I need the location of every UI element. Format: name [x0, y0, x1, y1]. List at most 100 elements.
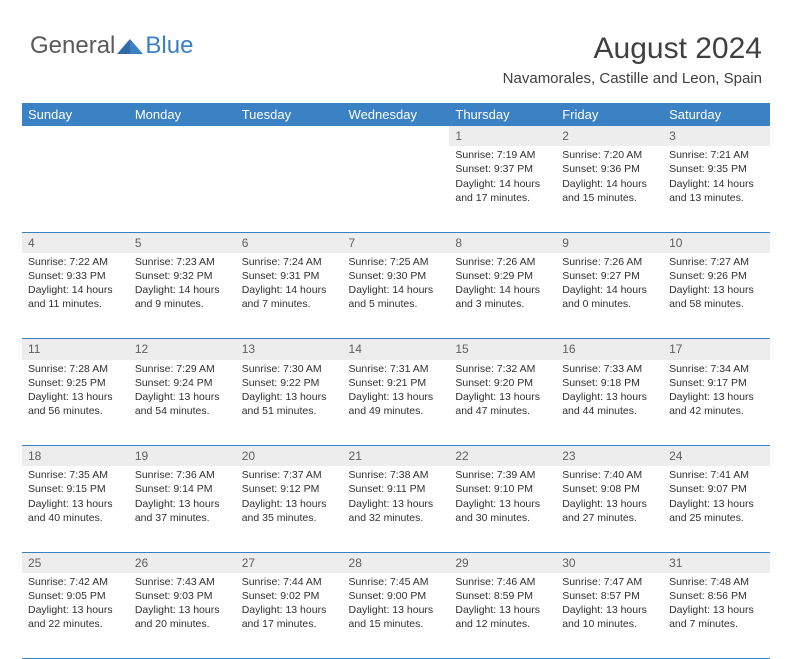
day-number: 13 [236, 339, 343, 359]
daylight-line: Daylight: 13 hours and 40 minutes. [28, 497, 123, 525]
sunrise-line: Sunrise: 7:20 AM [562, 148, 657, 162]
sunset-line: Sunset: 9:18 PM [562, 376, 657, 390]
logo-text-general: General [30, 32, 115, 60]
logo: General Blue [30, 32, 193, 60]
daylight-line: Daylight: 13 hours and 12 minutes. [455, 603, 550, 631]
sunrise-line: Sunrise: 7:45 AM [349, 575, 444, 589]
daylight-line: Daylight: 13 hours and 25 minutes. [669, 497, 764, 525]
sunrise-line: Sunrise: 7:43 AM [135, 575, 230, 589]
sunrise-line: Sunrise: 7:35 AM [28, 468, 123, 482]
sunset-line: Sunset: 9:02 PM [242, 589, 337, 603]
sunset-line: Sunset: 9:30 PM [349, 269, 444, 283]
day-number: 24 [663, 446, 770, 466]
calendar-cell: Sunrise: 7:36 AMSunset: 9:14 PMDaylight:… [129, 466, 236, 552]
calendar-cell: Sunrise: 7:20 AMSunset: 9:36 PMDaylight:… [556, 146, 663, 232]
calendar-cell: Sunrise: 7:28 AMSunset: 9:25 PMDaylight:… [22, 360, 129, 446]
weekday-header: Thursday [449, 103, 556, 126]
sunset-line: Sunset: 9:29 PM [455, 269, 550, 283]
calendar-cell: Sunrise: 7:25 AMSunset: 9:30 PMDaylight:… [343, 253, 450, 339]
sunrise-line: Sunrise: 7:47 AM [562, 575, 657, 589]
day-number: 29 [449, 553, 556, 573]
daylight-line: Daylight: 13 hours and 20 minutes. [135, 603, 230, 631]
sunrise-line: Sunrise: 7:30 AM [242, 362, 337, 376]
sunrise-line: Sunrise: 7:37 AM [242, 468, 337, 482]
sunrise-line: Sunrise: 7:21 AM [669, 148, 764, 162]
sunrise-line: Sunrise: 7:19 AM [455, 148, 550, 162]
sunrise-line: Sunrise: 7:40 AM [562, 468, 657, 482]
day-number: 23 [556, 446, 663, 466]
sunrise-line: Sunrise: 7:26 AM [562, 255, 657, 269]
calendar-cell: Sunrise: 7:24 AMSunset: 9:31 PMDaylight:… [236, 253, 343, 339]
sunset-line: Sunset: 9:08 PM [562, 482, 657, 496]
sunset-line: Sunset: 9:26 PM [669, 269, 764, 283]
daylight-line: Daylight: 14 hours and 0 minutes. [562, 283, 657, 311]
sunrise-line: Sunrise: 7:26 AM [455, 255, 550, 269]
sunset-line: Sunset: 9:25 PM [28, 376, 123, 390]
day-number: 28 [343, 553, 450, 573]
sunset-line: Sunset: 9:07 PM [669, 482, 764, 496]
day-number: 1 [449, 126, 556, 146]
sunset-line: Sunset: 8:56 PM [669, 589, 764, 603]
daylight-line: Daylight: 13 hours and 56 minutes. [28, 390, 123, 418]
calendar-cell: Sunrise: 7:43 AMSunset: 9:03 PMDaylight:… [129, 573, 236, 659]
calendar-cell: Sunrise: 7:38 AMSunset: 9:11 PMDaylight:… [343, 466, 450, 552]
day-number: 4 [22, 233, 129, 253]
sunset-line: Sunset: 8:57 PM [562, 589, 657, 603]
weekday-header: Wednesday [343, 103, 450, 126]
sunset-line: Sunset: 9:35 PM [669, 162, 764, 176]
daylight-line: Daylight: 13 hours and 44 minutes. [562, 390, 657, 418]
daylight-line: Daylight: 13 hours and 22 minutes. [28, 603, 123, 631]
sunrise-line: Sunrise: 7:24 AM [242, 255, 337, 269]
sunset-line: Sunset: 9:10 PM [455, 482, 550, 496]
daylight-line: Daylight: 13 hours and 7 minutes. [669, 603, 764, 631]
sunset-line: Sunset: 9:14 PM [135, 482, 230, 496]
day-number: 25 [22, 553, 129, 573]
daylight-line: Daylight: 13 hours and 58 minutes. [669, 283, 764, 311]
logo-triangle-icon [117, 37, 143, 55]
sunset-line: Sunset: 9:33 PM [28, 269, 123, 283]
sunset-line: Sunset: 9:27 PM [562, 269, 657, 283]
sunset-line: Sunset: 9:24 PM [135, 376, 230, 390]
calendar-cell: Sunrise: 7:42 AMSunset: 9:05 PMDaylight:… [22, 573, 129, 659]
sunset-line: Sunset: 9:12 PM [242, 482, 337, 496]
daylight-line: Daylight: 14 hours and 17 minutes. [455, 177, 550, 205]
sunrise-line: Sunrise: 7:29 AM [135, 362, 230, 376]
calendar-cell: Sunrise: 7:32 AMSunset: 9:20 PMDaylight:… [449, 360, 556, 446]
day-number: 16 [556, 339, 663, 359]
calendar-head: SundayMondayTuesdayWednesdayThursdayFrid… [22, 103, 770, 126]
daylight-line: Daylight: 13 hours and 10 minutes. [562, 603, 657, 631]
day-number: 12 [129, 339, 236, 359]
weekday-header: Tuesday [236, 103, 343, 126]
sunrise-line: Sunrise: 7:23 AM [135, 255, 230, 269]
daylight-line: Daylight: 14 hours and 9 minutes. [135, 283, 230, 311]
daylight-line: Daylight: 14 hours and 7 minutes. [242, 283, 337, 311]
day-number: 18 [22, 446, 129, 466]
sunrise-line: Sunrise: 7:33 AM [562, 362, 657, 376]
daylight-line: Daylight: 13 hours and 35 minutes. [242, 497, 337, 525]
calendar-cell: Sunrise: 7:39 AMSunset: 9:10 PMDaylight:… [449, 466, 556, 552]
header: General Blue August 2024 Navamorales, Ca… [0, 0, 792, 93]
sunset-line: Sunset: 9:17 PM [669, 376, 764, 390]
title-block: August 2024 Navamorales, Castille and Le… [503, 32, 762, 87]
calendar-cell: Sunrise: 7:21 AMSunset: 9:35 PMDaylight:… [663, 146, 770, 232]
sunset-line: Sunset: 9:21 PM [349, 376, 444, 390]
daylight-line: Daylight: 13 hours and 32 minutes. [349, 497, 444, 525]
day-number: 27 [236, 553, 343, 573]
calendar-cell: Sunrise: 7:46 AMSunset: 8:59 PMDaylight:… [449, 573, 556, 659]
sunrise-line: Sunrise: 7:48 AM [669, 575, 764, 589]
calendar-cell: Sunrise: 7:48 AMSunset: 8:56 PMDaylight:… [663, 573, 770, 659]
weekday-header: Monday [129, 103, 236, 126]
sunrise-line: Sunrise: 7:42 AM [28, 575, 123, 589]
sunrise-line: Sunrise: 7:41 AM [669, 468, 764, 482]
day-number: 7 [343, 233, 450, 253]
sunset-line: Sunset: 9:00 PM [349, 589, 444, 603]
day-number: 26 [129, 553, 236, 573]
calendar-cell: Sunrise: 7:37 AMSunset: 9:12 PMDaylight:… [236, 466, 343, 552]
calendar-cell: Sunrise: 7:34 AMSunset: 9:17 PMDaylight:… [663, 360, 770, 446]
sunset-line: Sunset: 9:22 PM [242, 376, 337, 390]
day-number: 30 [556, 553, 663, 573]
sunrise-line: Sunrise: 7:27 AM [669, 255, 764, 269]
daylight-line: Daylight: 13 hours and 17 minutes. [242, 603, 337, 631]
daylight-line: Daylight: 13 hours and 51 minutes. [242, 390, 337, 418]
sunrise-line: Sunrise: 7:44 AM [242, 575, 337, 589]
